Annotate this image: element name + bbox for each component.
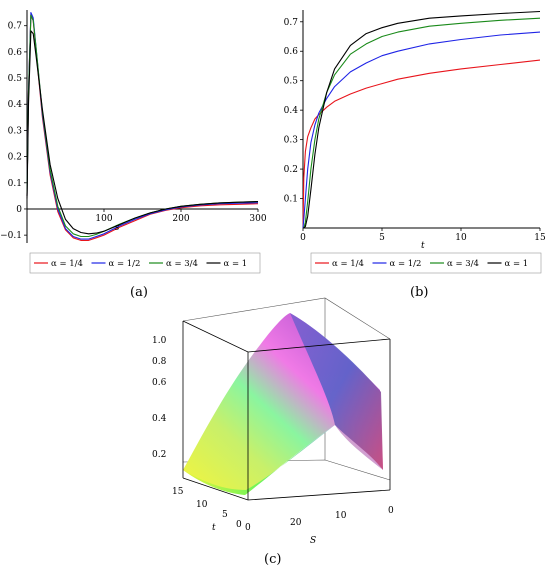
s-axis-label: S — [310, 536, 316, 546]
t-tick-15: 15 — [172, 487, 184, 497]
legend-label: α = 1/4 — [332, 259, 364, 269]
series-line — [26, 30, 259, 235]
y-tick-label: −0.1 — [0, 231, 22, 241]
y-tick-label: 0.5 — [284, 77, 299, 87]
surface-right-face — [290, 313, 383, 470]
y-tick-label: 0.6 — [8, 48, 23, 58]
y-tick-label: 0.2 — [284, 165, 298, 175]
series-line — [302, 59, 541, 229]
y-tick-label: 0.3 — [8, 126, 23, 136]
legend-label: α = 1/2 — [390, 259, 422, 269]
panel-b-legend — [310, 252, 542, 274]
y-tick-label: 0.7 — [8, 22, 23, 32]
x-tick-label: 5 — [379, 233, 385, 243]
x-tick-label: 15 — [534, 233, 546, 243]
panel-b-line-chart: 0.1 0.2 0.3 0.4 0.5 0.6 0.7 0 5 10 15 t α = 1/4 α … — [284, 10, 546, 300]
series-line — [302, 31, 541, 229]
y-tick-label: 0.2 — [8, 153, 22, 163]
y-tick-label: 0.3 — [284, 136, 299, 146]
caption-b: (b) — [410, 285, 428, 300]
legend-label: α = 1 — [224, 259, 248, 269]
s-tick-20: 20 — [290, 518, 302, 528]
z-tick-0-2: 0.2 — [152, 450, 166, 460]
x-tick-label: 100 — [95, 214, 112, 224]
legend-label: α = 3/4 — [166, 259, 198, 269]
y-tick-label: 0.4 — [8, 100, 23, 110]
y-tick-label: 0.4 — [284, 106, 299, 116]
series-line — [26, 14, 259, 241]
y-tick-label: 0.5 — [8, 74, 23, 84]
x-tick-label: 0 — [300, 233, 306, 243]
legend-label: α = 1/2 — [109, 259, 141, 269]
y-tick-label: 0.1 — [284, 195, 298, 205]
t-tick-0: 0 — [236, 520, 242, 530]
legend-label: α = 3/4 — [447, 259, 479, 269]
panel-b-x-axis-label: t — [421, 241, 425, 251]
y-tick-label: 0.6 — [284, 47, 299, 57]
z-tick-0-4: 0.4 — [152, 414, 167, 424]
panel-a-x-axis-label: s — [115, 223, 120, 233]
panel-c-3d-surface: 0.2 0.4 0.6 0.8 1.0 15 10 5 0 t 0 20 10 … — [152, 297, 394, 567]
panel-a-line-chart: −0.1 0 0.1 0.2 0.3 0.4 0.5 0.6 0.7 100 200 300 s α… — [0, 10, 267, 300]
z-tick-0-8: 0.8 — [152, 357, 167, 367]
s-tick-10: 10 — [335, 511, 347, 521]
caption-a: (a) — [130, 285, 148, 300]
x-tick-label: 300 — [249, 214, 266, 224]
x-tick-label: 10 — [455, 233, 467, 243]
s-tick-0-left: 0 — [245, 523, 251, 533]
series-line — [303, 17, 541, 229]
s-tick-0-right: 0 — [388, 506, 394, 516]
z-tick-1-0: 1.0 — [152, 336, 167, 346]
legend-label: α = 1 — [505, 259, 529, 269]
z-tick-0-6: 0.6 — [152, 378, 167, 388]
t-tick-10: 10 — [196, 500, 208, 510]
t-axis-label: t — [212, 523, 216, 533]
box-front-bottom-edge — [182, 477, 391, 501]
y-tick-label: 0.7 — [284, 18, 299, 28]
caption-c: (c) — [264, 552, 281, 567]
legend-label: α = 1/4 — [51, 259, 83, 269]
x-tick-label: 200 — [172, 214, 189, 224]
series-line — [303, 10, 541, 229]
y-tick-label: 0.1 — [8, 179, 22, 189]
panel-a-legend — [29, 252, 261, 274]
y-tick-label: 0 — [16, 205, 22, 215]
t-tick-5: 5 — [222, 510, 228, 520]
